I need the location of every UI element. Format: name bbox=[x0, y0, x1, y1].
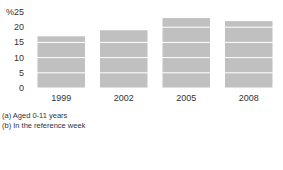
grid-line bbox=[30, 27, 280, 28]
x-tick-label: 2005 bbox=[176, 93, 196, 103]
y-tick-label: 15 bbox=[14, 37, 24, 47]
bar bbox=[38, 36, 86, 88]
x-tick-label: 1999 bbox=[51, 93, 71, 103]
chart: % 0 5 10 15 20 25 1999 2002 2005 2008 (a) Aged 0-11… bbox=[0, 0, 283, 170]
footnote: (b) In the reference week bbox=[2, 121, 86, 130]
y-tick-label: 20 bbox=[14, 22, 24, 32]
y-tick-label: 5 bbox=[19, 68, 24, 78]
y-tick-label: 10 bbox=[14, 53, 24, 63]
grid-line bbox=[30, 72, 280, 73]
grid-line bbox=[30, 88, 280, 89]
y-tick-label: 0 bbox=[19, 83, 24, 93]
x-tick-label: 2002 bbox=[114, 93, 134, 103]
bar bbox=[225, 21, 273, 88]
bars bbox=[38, 18, 273, 88]
bar bbox=[163, 18, 211, 88]
x-tick-label: 2008 bbox=[239, 93, 259, 103]
footnote: (a) Aged 0-11 years bbox=[2, 111, 68, 120]
bar bbox=[100, 30, 148, 88]
grid-line bbox=[30, 57, 280, 58]
grid-line bbox=[30, 42, 280, 43]
y-axis-label: % bbox=[6, 7, 14, 17]
grid-line bbox=[30, 12, 280, 13]
y-tick-label: 25 bbox=[14, 7, 24, 17]
